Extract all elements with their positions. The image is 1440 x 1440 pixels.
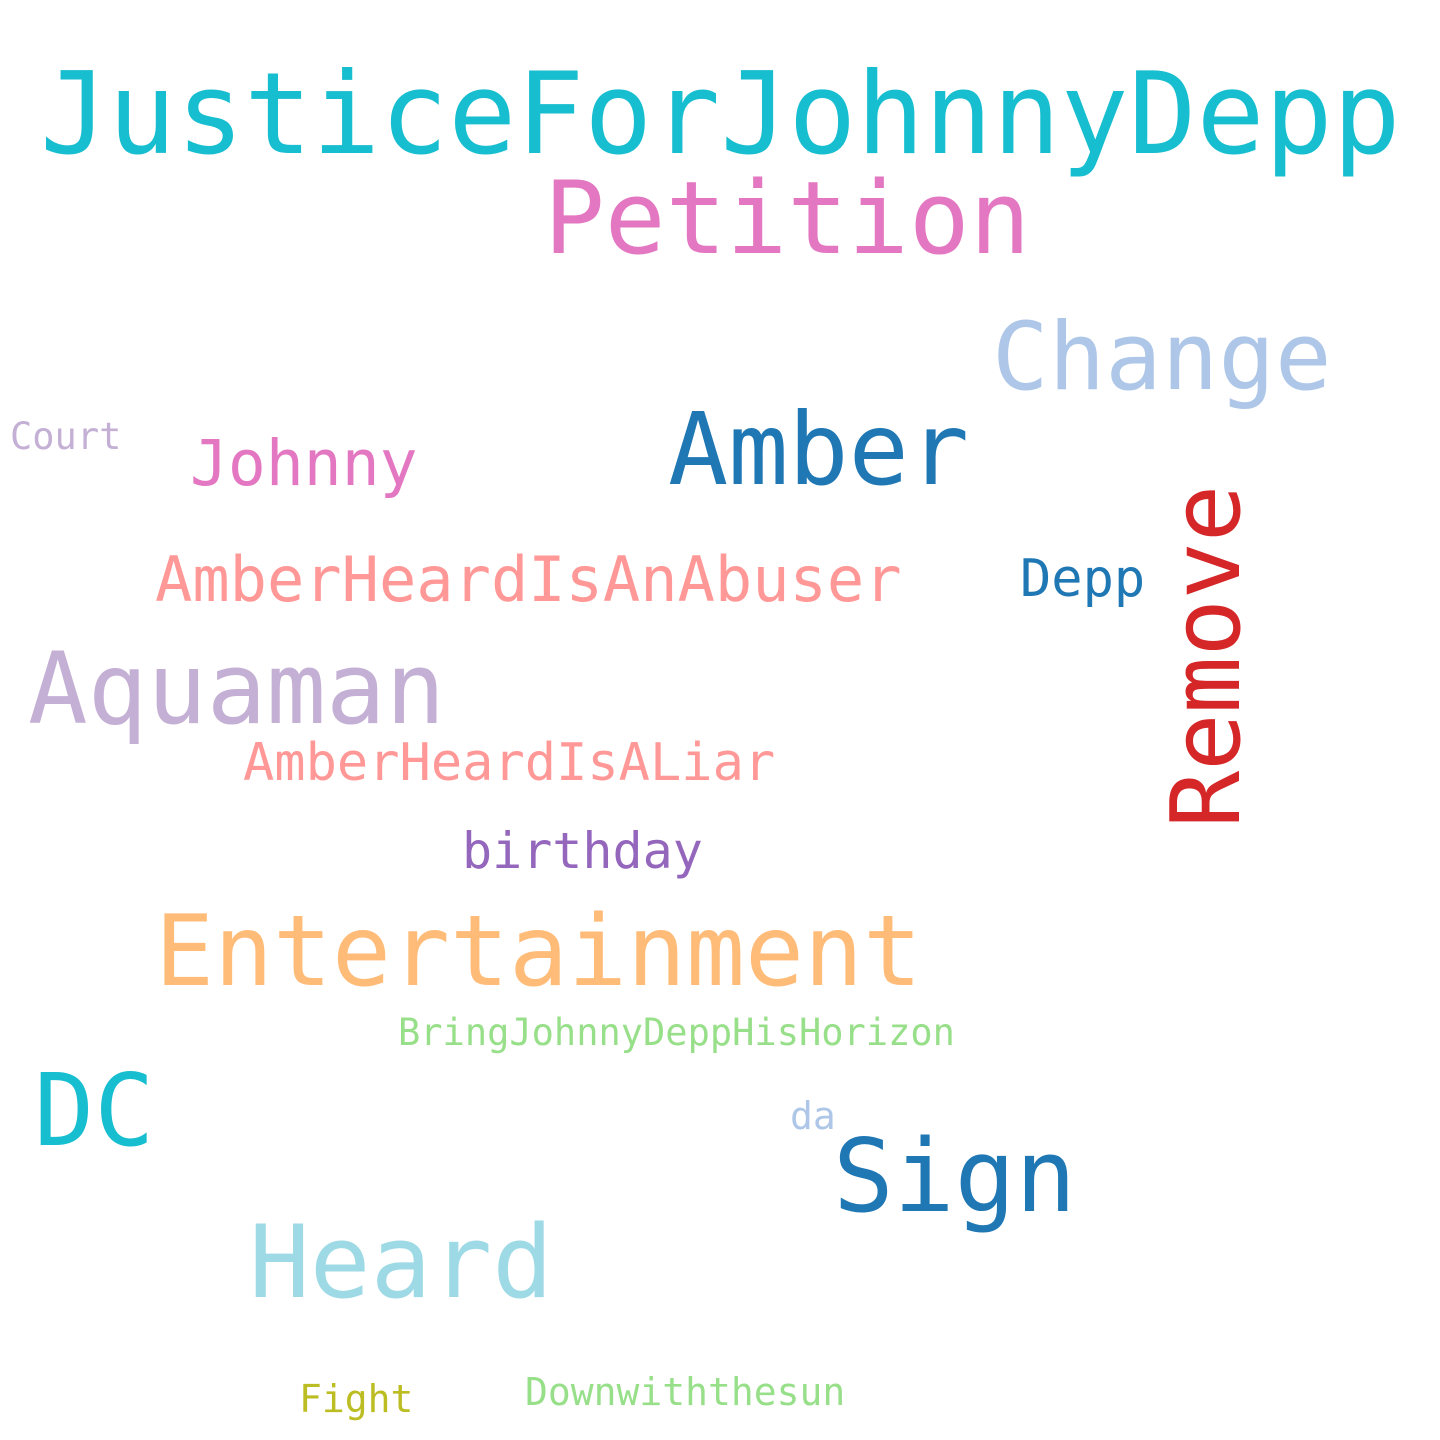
word-heard: Heard [249, 1203, 554, 1321]
word-remove: Remove [1152, 484, 1262, 828]
word-sign: Sign [833, 1117, 1077, 1235]
word-entert: Entertainment [155, 895, 923, 1009]
word-amber: Amber [668, 391, 970, 508]
word-court: Court [10, 415, 122, 458]
word-dc: DC [34, 1052, 155, 1169]
word-aheard: AmberHeardIsAnAbuser [155, 543, 902, 616]
word-da: da [790, 1094, 836, 1138]
word-down: Downwiththesun [525, 1370, 846, 1414]
word-aquaman: Aquaman [28, 632, 446, 747]
word-fight: Fight [299, 1377, 414, 1421]
word-petition: Petition [544, 159, 1031, 277]
word-liar: AmberHeardIsALiar [243, 733, 776, 793]
word-bring: BringJohnnyDeppHisHorizon [398, 1011, 955, 1054]
word-depp: Depp [1020, 549, 1146, 609]
word-birthday: birthday [462, 822, 703, 880]
word-change: Change [992, 303, 1332, 412]
word-justice: JusticeForJohnnyDepp [40, 48, 1401, 180]
word-johnny: Johnny [190, 427, 418, 500]
